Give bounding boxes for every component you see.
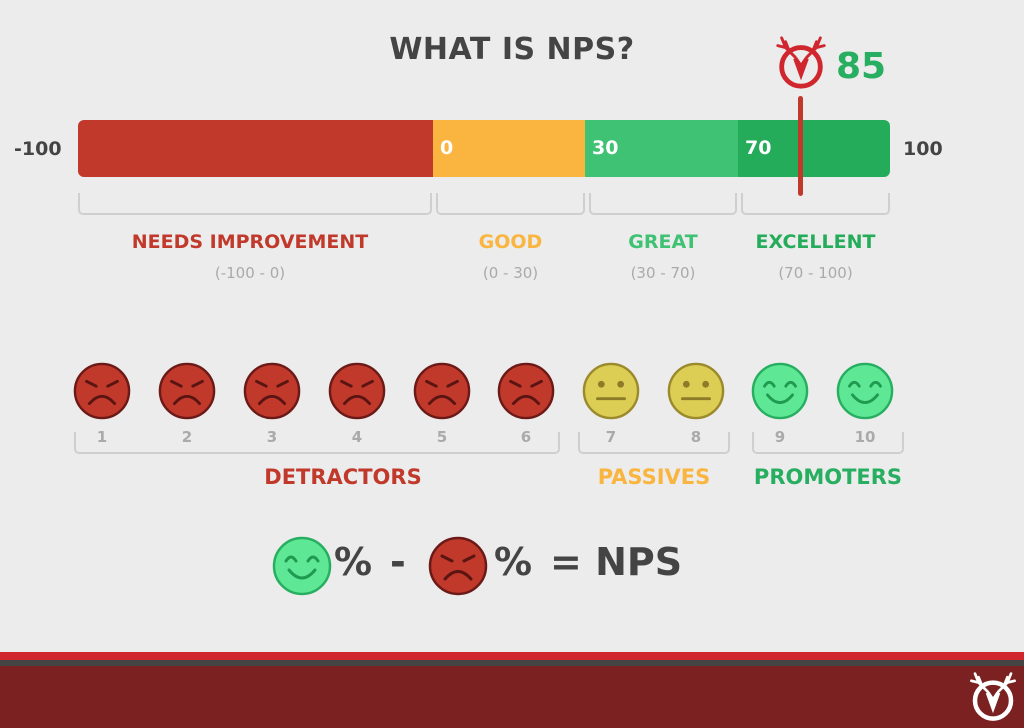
- score-marker: [798, 96, 803, 196]
- footer-stripe-red: [0, 652, 1024, 660]
- range-needs-improvement: (-100 - 0): [214, 264, 286, 282]
- bracket-detractors: [74, 432, 560, 454]
- rating-number: 1: [96, 428, 108, 446]
- formula-result: = NPS: [550, 540, 683, 584]
- footer: [0, 666, 1024, 728]
- range-great: (30 - 70): [630, 264, 696, 282]
- scale-min-label: -100: [14, 138, 62, 160]
- angry-face-icon: [413, 362, 471, 420]
- formula-minus: -: [390, 540, 406, 584]
- bracket-great: [589, 193, 737, 215]
- category-needs-improvement: NEEDS IMPROVEMENT: [131, 231, 369, 253]
- scale-max-label: 100: [903, 138, 943, 160]
- formula-percent-2: %: [494, 540, 533, 584]
- rating-number: 9: [774, 428, 786, 446]
- nps-scale-bar: 0 30 70: [78, 120, 890, 177]
- segment-excellent: 70: [738, 120, 890, 177]
- rating-number: 10: [854, 428, 876, 446]
- angry-face-icon: [158, 362, 216, 420]
- category-great: GREAT: [628, 231, 698, 253]
- deer-logo-icon: [772, 34, 830, 96]
- happy-face-icon: [751, 362, 809, 420]
- happy-face-icon: [272, 536, 332, 596]
- category-excellent: EXCELLENT: [755, 231, 876, 253]
- range-good: (0 - 30): [482, 264, 539, 282]
- rating-number: 7: [605, 428, 617, 446]
- range-excellent: (70 - 100): [778, 264, 853, 282]
- segment-great: 30: [585, 120, 738, 177]
- angry-face-icon: [428, 536, 488, 596]
- deer-logo-icon: [966, 670, 1020, 728]
- angry-face-icon: [243, 362, 301, 420]
- bracket-passives: [578, 432, 730, 454]
- group-promoters: PROMOTERS: [753, 465, 903, 489]
- segment-good: 0: [433, 120, 585, 177]
- angry-face-icon: [73, 362, 131, 420]
- group-passives: PASSIVES: [597, 465, 711, 489]
- angry-face-icon: [328, 362, 386, 420]
- rating-number: 8: [690, 428, 702, 446]
- bracket-excellent: [741, 193, 890, 215]
- bracket-good: [436, 193, 585, 215]
- neutral-face-icon: [582, 362, 640, 420]
- bracket-needs-improvement: [78, 193, 432, 215]
- group-detractors: DETRACTORS: [264, 465, 422, 489]
- nps-score: 85: [836, 46, 887, 87]
- rating-number: 6: [520, 428, 532, 446]
- neutral-face-icon: [667, 362, 725, 420]
- rating-number: 5: [436, 428, 448, 446]
- bracket-promoters: [752, 432, 904, 454]
- segment-needs-improvement: [78, 120, 433, 177]
- category-good: GOOD: [478, 231, 543, 253]
- rating-number: 3: [266, 428, 278, 446]
- angry-face-icon: [497, 362, 555, 420]
- formula-percent-1: %: [334, 540, 373, 584]
- rating-number: 2: [181, 428, 193, 446]
- page-title: WHAT IS NPS?: [389, 32, 635, 67]
- rating-number: 4: [351, 428, 363, 446]
- happy-face-icon: [836, 362, 894, 420]
- footer-stripe-gray: [0, 660, 1024, 666]
